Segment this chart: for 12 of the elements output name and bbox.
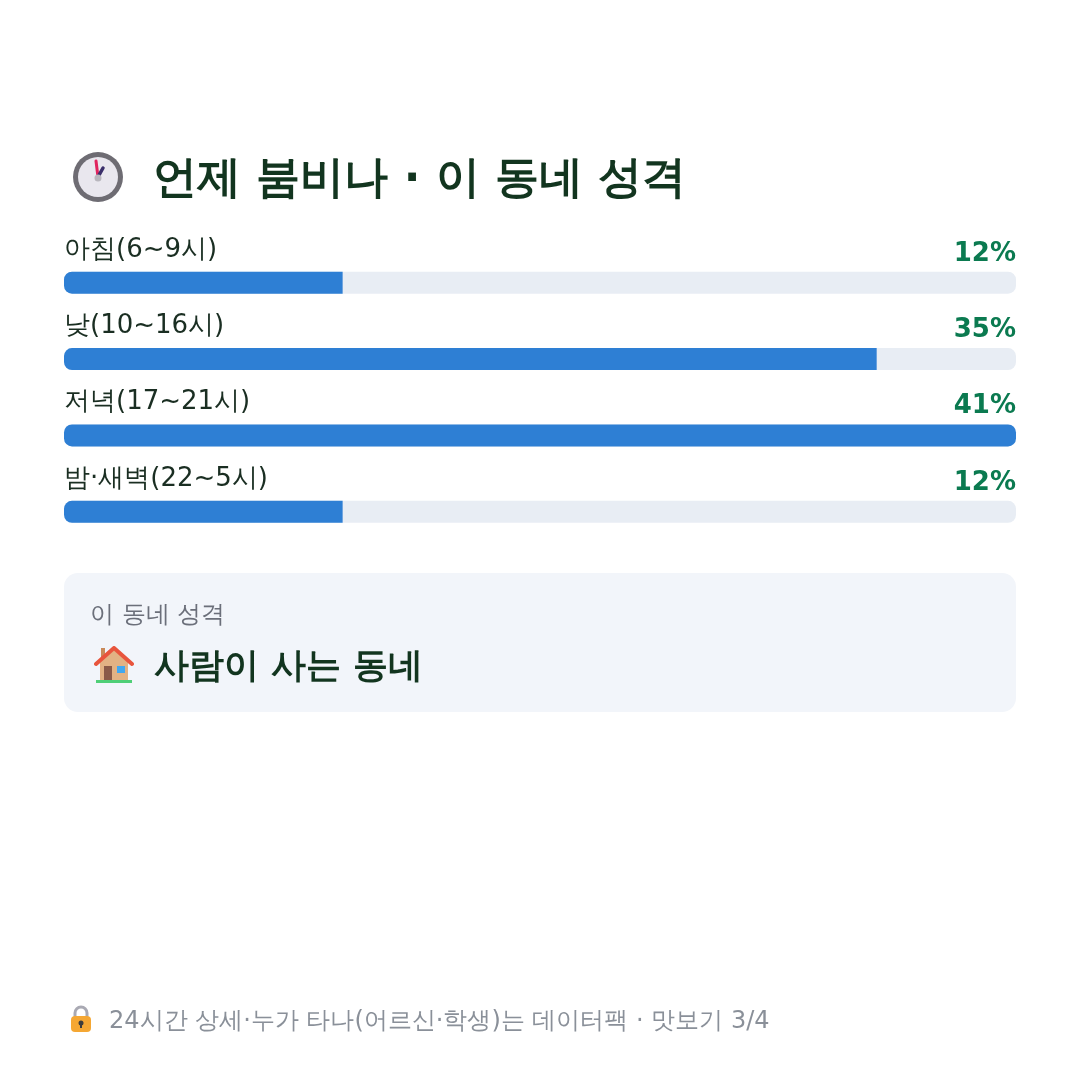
data-label: 41% (953, 389, 1016, 420)
y-tick-label: 아침(6~9시) (64, 232, 218, 263)
data-label: 35% (953, 313, 1016, 344)
y-tick-label: 저녁(17~21시) (64, 385, 251, 416)
data-label: 12% (953, 236, 1016, 267)
text: 사람이 사는 동네 (154, 644, 424, 687)
y-tick-label: 밤·새벽(22~5시) (64, 461, 268, 492)
data-label: 12% (953, 465, 1016, 496)
y-tick-label: 낮(10~16시) (64, 309, 225, 340)
text: 이 동네 성격 (90, 599, 226, 630)
chart-title: 언제 붐비나 · 이 동네 성격 (153, 150, 687, 204)
text: 24시간 상세·누가 타나(어르신·학생)는 데이터팩 · 맛보기 3/4 (109, 1005, 770, 1036)
